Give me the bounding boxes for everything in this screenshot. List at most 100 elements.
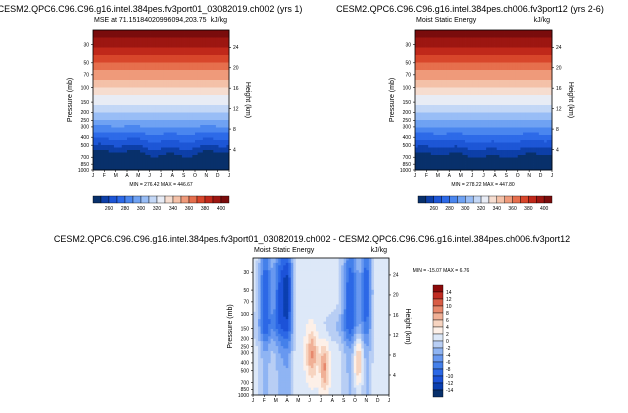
heatmap-cell [93, 105, 97, 108]
heatmap-cell [462, 97, 466, 101]
heatmap-cell [134, 145, 138, 148]
heatmap-cell [127, 67, 131, 71]
heatmap-cell [113, 110, 117, 113]
heatmap-cell [486, 95, 490, 98]
heatmap-cell [161, 57, 165, 61]
heatmap-cell [459, 72, 463, 76]
heatmap-cell [223, 95, 227, 98]
heatmap-cell [451, 85, 455, 88]
x-tick-label: J [228, 173, 231, 179]
heatmap-cell [93, 60, 97, 63]
heatmap-cell [430, 102, 434, 106]
heatmap-cell [436, 112, 440, 116]
heatmap-cell [116, 85, 120, 88]
heatmap-cell [113, 102, 117, 106]
heatmap-cell [221, 92, 225, 96]
heatmap-cell [161, 137, 165, 141]
heatmap-cell [491, 85, 495, 88]
heatmap-cell [515, 87, 519, 91]
heatmap-cell [218, 110, 222, 113]
heatmap-cell [208, 152, 212, 156]
heatmap-cell [210, 122, 214, 126]
heatmap-cell [483, 47, 487, 51]
heatmap-cell [462, 85, 466, 88]
heatmap-cell [451, 75, 455, 78]
heatmap-cell [195, 107, 199, 111]
heatmap-cell [504, 50, 508, 53]
heatmap-cell [515, 117, 519, 121]
heatmap-cell [533, 95, 537, 98]
heatmap-cell [509, 30, 513, 33]
heatmap-cell [176, 82, 180, 86]
heatmap-cell [223, 162, 227, 166]
heatmap-cell [483, 62, 487, 66]
heatmap-cell [544, 90, 548, 93]
heatmap-cell [483, 112, 487, 116]
heatmap-cell [544, 55, 548, 58]
heatmap-cell [459, 115, 463, 118]
heatmap-cell [446, 55, 450, 58]
heatmap-cell [153, 57, 157, 61]
heatmap-cell [213, 135, 217, 138]
heatmap-cell [215, 72, 219, 76]
heatmap-cell [113, 152, 117, 156]
y-tick-label: 100 [81, 85, 90, 91]
heatmap-cell [420, 100, 424, 103]
heatmap-cell [147, 62, 151, 66]
heatmap-cell [181, 85, 185, 88]
heatmap-cell [436, 107, 440, 111]
heatmap-cell [496, 77, 500, 81]
heatmap-cell [223, 137, 227, 141]
heatmap-cell [523, 87, 527, 91]
heatmap-cell [108, 35, 112, 38]
heatmap-cell [166, 52, 170, 56]
heatmap-cell [538, 92, 542, 96]
heatmap-cell [140, 92, 144, 96]
heatmap-cell [179, 57, 183, 61]
heatmap-cell [221, 82, 225, 86]
heatmap-cell [124, 157, 128, 161]
heatmap-cell [192, 165, 196, 168]
heatmap-cell [127, 137, 131, 141]
heatmap-cell [478, 85, 482, 88]
heatmap-cell [181, 112, 185, 116]
heatmap-cell [147, 82, 151, 86]
heatmap-cell [528, 55, 532, 58]
heatmap-cell [147, 85, 151, 88]
heatmap-cell [179, 142, 183, 146]
heatmap-cell [515, 47, 519, 51]
heatmap-cell [436, 90, 440, 93]
heatmap-cell [187, 47, 191, 51]
heatmap-cell [465, 45, 469, 48]
heatmap-cell [443, 107, 448, 111]
heatmap-cell [113, 107, 117, 111]
heatmap-cell [197, 155, 201, 158]
heatmap-cell [528, 77, 532, 81]
y-axis-label: Pressure (mb) [67, 78, 74, 122]
heatmap-cell [187, 165, 191, 168]
heatmap-cell [422, 120, 426, 123]
heatmap-cell [544, 35, 548, 38]
heatmap-cell [161, 157, 165, 161]
heatmap-cell [189, 140, 193, 143]
heatmap-cell [111, 137, 115, 141]
heatmap-cell [449, 35, 453, 38]
heatmap-cell [127, 72, 131, 76]
heatmap-cell [467, 60, 471, 63]
heatmap-cell [119, 125, 123, 128]
heatmap-cell [420, 57, 424, 61]
heatmap-cell [155, 30, 159, 33]
heatmap-cell [106, 52, 110, 56]
heatmap-cell [488, 90, 492, 93]
heatmap-cell [174, 87, 178, 91]
heatmap-cell [549, 80, 553, 83]
heatmap-cell [163, 137, 167, 141]
colorbar-box [148, 195, 158, 204]
heatmap-cell [187, 42, 191, 46]
heatmap-cell [422, 75, 426, 78]
heatmap-cell [134, 167, 138, 171]
heatmap-cell [210, 125, 214, 128]
heatmap-cell [129, 45, 133, 48]
heatmap-cell [103, 50, 107, 53]
heatmap-cell [520, 95, 524, 98]
